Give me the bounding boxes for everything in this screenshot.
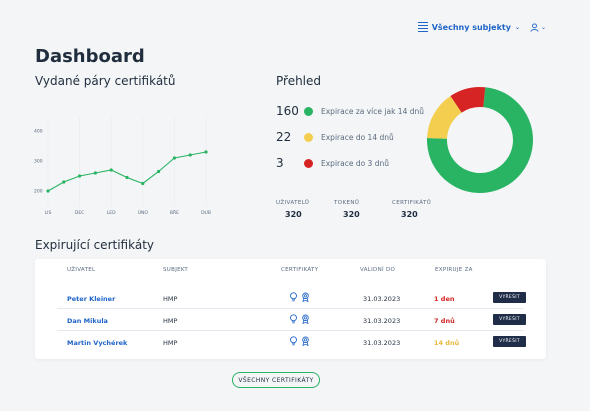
- stat-certificates: CERTIFIKÁTŮ 320: [392, 200, 450, 219]
- stat-label: TOKENŮ: [334, 200, 360, 206]
- user-link[interactable]: Dan Mikula: [67, 317, 108, 325]
- legend-label: Expirace do 14 dnů: [321, 132, 394, 142]
- expires-cell: 14 dnů: [434, 339, 460, 347]
- data-point: [93, 171, 97, 175]
- data-point: [204, 150, 208, 154]
- subject-cell: HMP: [163, 295, 178, 303]
- data-point: [62, 180, 66, 184]
- stat-label: CERTIFIKÁTŮ: [392, 200, 432, 206]
- expiration-donut-chart: [427, 87, 533, 193]
- stat-label: UŽIVATELŮ: [276, 200, 310, 206]
- legend-count: 160: [276, 104, 299, 118]
- series-line: [47, 151, 207, 192]
- expiration-legend: 160 Expirace za více jak 14 dnů 22 Expir…: [276, 104, 424, 182]
- x-tick-label: LIS: [45, 210, 52, 216]
- data-point: [172, 156, 176, 160]
- user-icon: [530, 22, 539, 32]
- list-icon: [417, 22, 428, 32]
- expiring-certificates-table: UŽIVATEL SUBJEKT CERTIFIKÁTY VALIDNÍ DO …: [35, 259, 546, 359]
- all-certificates-button[interactable]: VŠECHNY CERTIFIKÁTY: [232, 372, 320, 388]
- y-tick-label: 200: [34, 189, 43, 195]
- legend-label: Expirace za více jak 14 dnů: [321, 106, 424, 116]
- x-tick-label: DEC: [75, 210, 84, 216]
- certificate-icons: [289, 336, 310, 346]
- x-tick-label: BŘE: [170, 208, 179, 216]
- stat-users: UŽIVATELŮ 320: [276, 200, 334, 219]
- subject-cell: HMP: [163, 339, 178, 347]
- column-header-user: UŽIVATEL: [67, 267, 96, 273]
- legend-item: 3 Expirace do 3 dnů: [276, 156, 424, 170]
- x-tick-label: ÚNO: [138, 209, 149, 216]
- lightbulb-icon[interactable]: [289, 292, 298, 302]
- top-bar: Všechny subjekty ⌄ ⌄: [417, 22, 546, 32]
- stat-value: 320: [343, 210, 360, 219]
- resolve-button[interactable]: VYŘEŠIT: [493, 314, 526, 325]
- legend-item: 22 Expirace do 14 dnů: [276, 130, 424, 144]
- table-row: Dan Mikula HMP 31.03.2023 7 dnů VYŘEŠIT: [57, 309, 526, 331]
- legend-label: Expirace do 3 dnů: [321, 158, 389, 168]
- certificate-icons: [289, 314, 310, 324]
- x-tick-label: DUB: [201, 210, 211, 216]
- resolve-button[interactable]: VYŘEŠIT: [493, 292, 526, 303]
- data-point: [109, 168, 113, 172]
- subjects-dropdown[interactable]: Všechny subjekty ⌄: [417, 22, 520, 32]
- legend-count: 22: [276, 130, 292, 144]
- stat-value: 320: [401, 210, 418, 219]
- expires-cell: 1 den: [434, 295, 455, 303]
- overview-section-title: Přehled: [276, 74, 322, 88]
- data-point: [188, 153, 192, 157]
- certificate-icons: [289, 292, 310, 302]
- pairs-section-title: Vydané páry certifikátů: [35, 74, 176, 88]
- certificate-badge-icon[interactable]: [301, 292, 310, 302]
- table-row: Peter Kleiner HMP 31.03.2023 1 den VYŘEŠ…: [57, 287, 526, 309]
- data-point: [46, 189, 50, 193]
- legend-item: 160 Expirace za více jak 14 dnů: [276, 104, 424, 118]
- data-point: [78, 174, 82, 178]
- user-link[interactable]: Peter Kleiner: [67, 295, 116, 303]
- subject-cell: HMP: [163, 317, 178, 325]
- y-tick-label: 300: [34, 159, 43, 165]
- user-link[interactable]: Martin Vychérek: [67, 339, 128, 347]
- valid-to-cell: 31.03.2023: [363, 317, 401, 325]
- legend-dot: [304, 158, 313, 168]
- page-title: Dashboard: [35, 46, 145, 67]
- certificate-badge-icon[interactable]: [301, 314, 310, 324]
- legend-dot: [304, 106, 313, 116]
- data-point: [141, 181, 145, 186]
- user-menu[interactable]: ⌄: [530, 22, 546, 32]
- subjects-label: Všechny subjekty: [431, 22, 511, 32]
- stat-tokens: TOKENŮ 320: [334, 200, 392, 219]
- table-row: Martin Vychérek HMP 31.03.2023 14 dnů VY…: [57, 331, 526, 353]
- table-header: UŽIVATEL SUBJEKT CERTIFIKÁTY VALIDNÍ DO …: [35, 267, 546, 277]
- donut-slice: [427, 95, 462, 139]
- y-tick-label: 400: [34, 129, 43, 135]
- data-point: [125, 175, 129, 180]
- certificate-pairs-line-chart: LIS DEC LED ÚNO BŘE DUB 200 300 400: [34, 116, 211, 216]
- valid-to-cell: 31.03.2023: [363, 339, 401, 347]
- column-header-subject: SUBJEKT: [163, 267, 189, 273]
- expires-cell: 7 dnů: [434, 317, 455, 325]
- legend-dot: [304, 132, 313, 142]
- column-header-valid-to: VALIDNÍ DO: [360, 267, 396, 273]
- certificate-badge-icon[interactable]: [301, 336, 310, 346]
- data-point: [157, 169, 161, 174]
- resolve-button[interactable]: VYŘEŠIT: [493, 336, 526, 347]
- lightbulb-icon[interactable]: [289, 314, 298, 324]
- chevron-down-icon: ⌄: [540, 23, 546, 31]
- chevron-down-icon: ⌄: [514, 23, 520, 31]
- stat-value: 320: [285, 210, 302, 219]
- column-header-certificates: CERTIFIKÁTY: [281, 267, 319, 273]
- x-tick-label: LED: [107, 210, 116, 216]
- donut-slice: [450, 87, 486, 113]
- overview-stats: UŽIVATELŮ 320 TOKENŮ 320 CERTIFIKÁTŮ 320: [276, 200, 450, 219]
- legend-count: 3: [276, 156, 284, 170]
- donut-slice: [427, 87, 533, 193]
- valid-to-cell: 31.03.2023: [363, 295, 401, 303]
- expiring-section-title: Expirující certifikáty: [35, 238, 154, 252]
- lightbulb-icon[interactable]: [289, 336, 298, 346]
- column-header-expires: EXPIRUJE ZA: [435, 267, 473, 273]
